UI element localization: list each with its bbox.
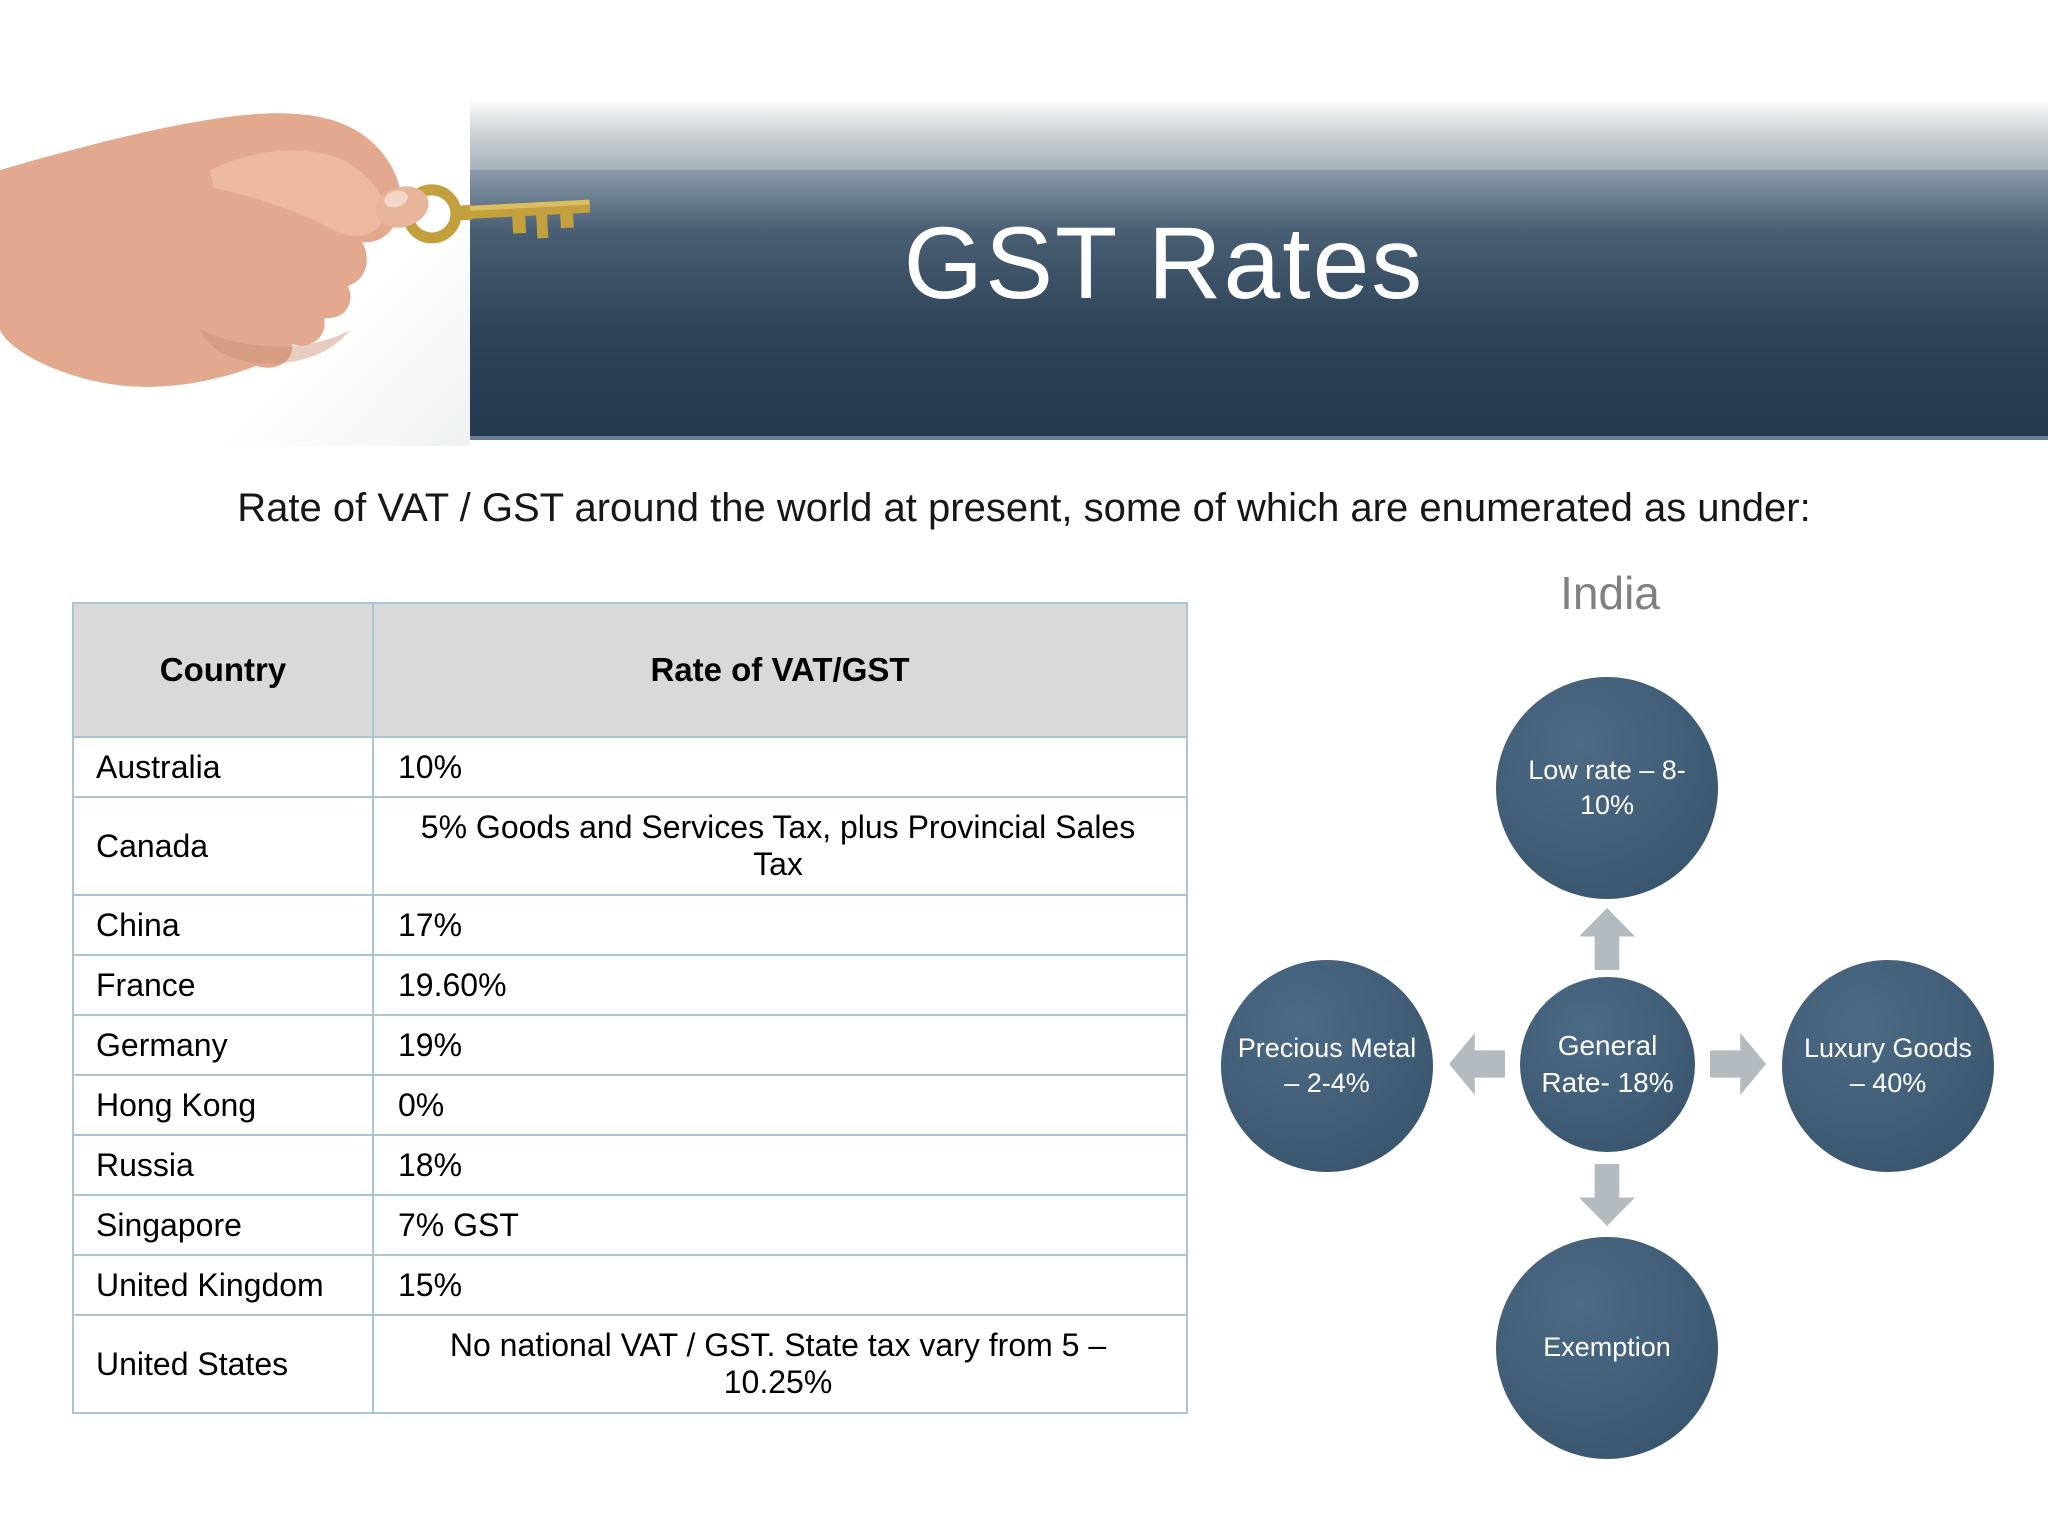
rate-cell: No national VAT / GST. State tax vary fr… [372,1314,1188,1414]
table-row: Singapore 7% GST [72,1194,1188,1256]
diagram-node-label: General Rate- 18% [1541,1030,1674,1098]
diagram-node-general-rate: General Rate- 18% [1520,977,1695,1152]
country-cell: Hong Kong [72,1074,374,1136]
column-header-rate: Rate of VAT/GST [372,602,1188,738]
table-row: France 19.60% [72,954,1188,1016]
country-cell: Australia [72,736,374,798]
key-icon [402,184,590,244]
rate-cell: 18% [372,1134,1188,1196]
rate-cell: 17% [372,894,1188,956]
table-row: China 17% [72,894,1188,956]
diagram-node-label: Precious Metal – 2-4% [1237,1032,1417,1098]
country-cell: Russia [72,1134,374,1196]
rate-cell: 10% [372,736,1188,798]
table-row: Canada 5% Goods and Services Tax, plus P… [72,796,1188,896]
diagram-node-label: Low rate – 8-10% [1528,754,1686,820]
rate-cell: 5% Goods and Services Tax, plus Provinci… [372,796,1188,896]
table-row: Germany 19% [72,1014,1188,1076]
rate-cell: 15% [372,1254,1188,1316]
table-row: Australia 10% [72,736,1188,798]
arrow-left-icon [1449,1033,1505,1095]
table-row: United Kingdom 15% [72,1254,1188,1316]
diagram-node-low-rate: Low rate – 8-10% [1496,677,1718,899]
rate-cell: 7% GST [372,1194,1188,1256]
country-cell: China [72,894,374,956]
slide-subtitle: Rate of VAT / GST around the world at pr… [237,486,1811,530]
india-diagram-title: India [1560,567,1660,619]
country-cell: France [72,954,374,1016]
diagram-node-precious-metal: Precious Metal – 2-4% [1221,960,1433,1172]
country-cell: Singapore [72,1194,374,1256]
arrow-down-icon [1579,1164,1635,1226]
rate-cell: 19% [372,1014,1188,1076]
country-cell: Germany [72,1014,374,1076]
diagram-node-label: Luxury Goods – 40% [1803,1032,1973,1098]
arrow-right-icon [1710,1033,1766,1095]
table-header-row: Country Rate of VAT/GST [72,602,1188,738]
country-cell: United Kingdom [72,1254,374,1316]
arrow-up-icon [1579,908,1635,970]
table-row: United States No national VAT / GST. Sta… [72,1314,1188,1414]
diagram-node-label: Exemption [1543,1332,1671,1363]
country-cell: United States [72,1314,374,1414]
vat-gst-rates-table: Country Rate of VAT/GST Australia 10% Ca… [72,602,1188,1414]
country-cell: Canada [72,796,374,896]
diagram-node-luxury-goods: Luxury Goods – 40% [1782,960,1994,1172]
page-title: GST Rates [903,206,1425,320]
rate-cell: 19.60% [372,954,1188,1016]
column-header-country: Country [72,602,374,738]
diagram-node-exemption: Exemption [1496,1237,1718,1459]
table-row: Russia 18% [72,1134,1188,1196]
hand-holding-key-image [0,113,590,387]
rate-cell: 0% [372,1074,1188,1136]
table-row: Hong Kong 0% [72,1074,1188,1136]
